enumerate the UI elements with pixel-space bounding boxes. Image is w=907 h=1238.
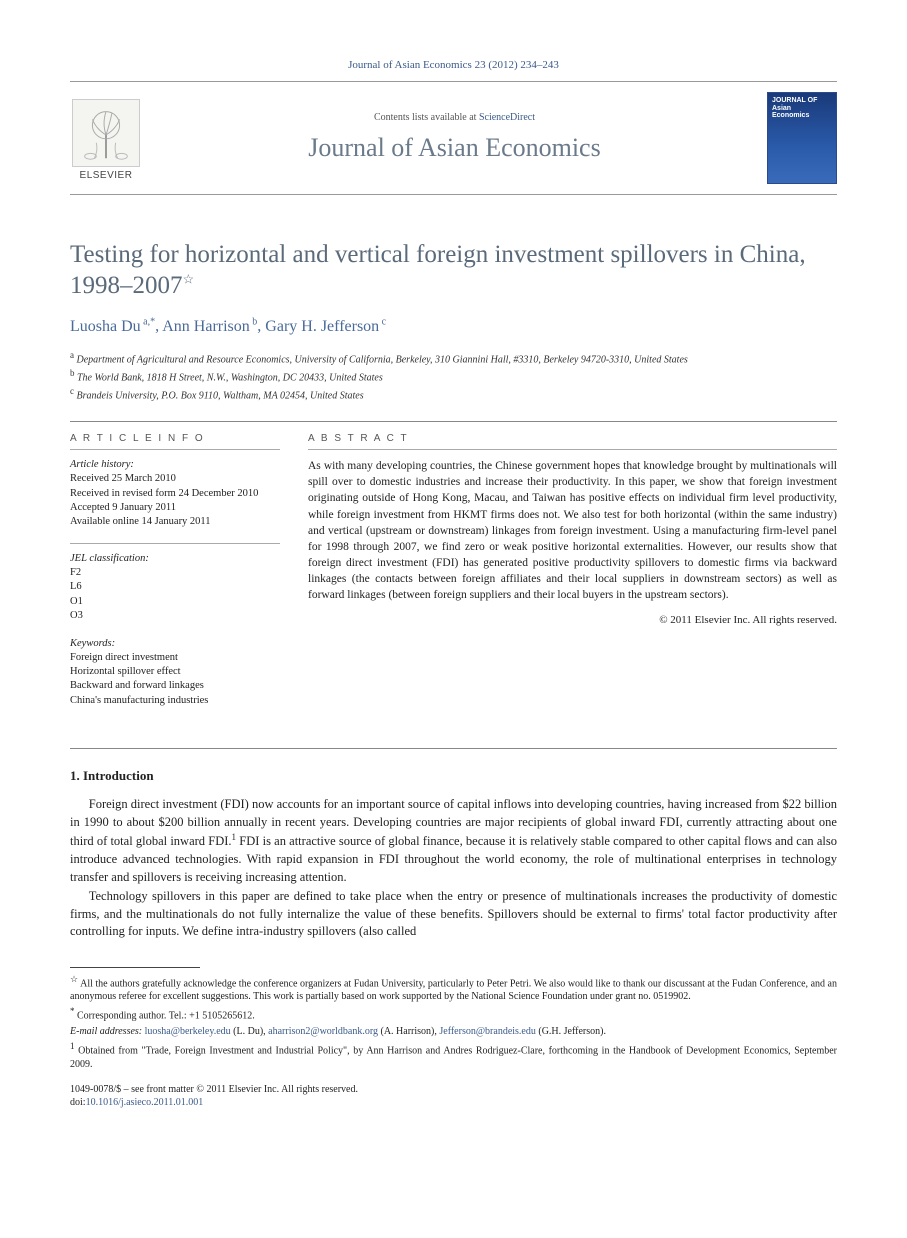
article-info-header: A R T I C L E I N F O [70,432,280,446]
jel-heading: JEL classification: [70,552,280,566]
doi-line: doi:10.1016/j.asieco.2011.01.001 [70,1096,837,1110]
sciencedirect-link[interactable]: ScienceDirect [479,112,535,123]
article-info: A R T I C L E I N F O Article history: R… [70,432,280,722]
keywords-block: Keywords: Foreign direct investment Hori… [70,637,280,708]
elsevier-tree-icon [72,99,140,167]
keywords-heading: Keywords: [70,637,280,651]
author-3: Gary H. Jefferson c [265,318,386,335]
author-name: Luosha Du [70,318,141,335]
author-email-link[interactable]: Jefferson@brandeis.edu [439,1026,536,1037]
footnote-corresponding: * Corresponding author. Tel.: +1 5105265… [70,1006,837,1022]
abstract-text: As with many developing countries, the C… [308,458,837,603]
affiliations: a Department of Agricultural and Resourc… [70,349,837,402]
jel-block: JEL classification: F2 L6 O1 O3 [70,552,280,623]
article-history: Article history: Received 25 March 2010 … [70,458,280,529]
footnote-text: Corresponding author. Tel.: +1 510526561… [77,1010,255,1021]
footnote-text: All the authors gratefully acknowledge t… [70,978,837,1002]
authors: Luosha Du a,*, Ann Harrison b, Gary H. J… [70,315,837,337]
author-email-link[interactable]: aharrison2@worldbank.org [268,1026,378,1037]
author-1: Luosha Du a,* [70,318,155,335]
intro-para-2: Technology spillovers in this paper are … [70,888,837,941]
journal-citation: Journal of Asian Economics 23 (2012) 234… [70,58,837,73]
history-online: Available online 14 January 2011 [70,515,280,529]
footnote-1: 1 Obtained from "Trade, Foreign Investme… [70,1041,837,1070]
cover-title: JOURNAL OF [772,97,832,105]
abstract-header: A B S T R A C T [308,432,837,446]
history-revised: Received in revised form 24 December 201… [70,487,280,501]
page: Journal of Asian Economics 23 (2012) 234… [0,0,907,1150]
publisher-logo[interactable]: ELSEVIER [70,93,142,183]
history-accepted: Accepted 9 January 2011 [70,501,280,515]
masthead-center: Contents lists available at ScienceDirec… [156,111,753,166]
doi-label: doi: [70,1097,86,1108]
contents-prefix: Contents lists available at [374,112,479,123]
cover-sub1: Asian [772,105,832,113]
cover-sub2: Economics [772,112,832,120]
jel-code: O1 [70,595,280,609]
history-heading: Article history: [70,458,280,472]
intro-para-1: Foreign direct investment (FDI) now acco… [70,796,837,886]
author-aff-sup: c [379,316,386,327]
abstract-column: A B S T R A C T As with many developing … [308,432,837,722]
author-2: Ann Harrison b [162,318,257,335]
info-abstract-row: A R T I C L E I N F O Article history: R… [70,432,837,722]
contents-lists-line: Contents lists available at ScienceDirec… [156,111,753,125]
bottom-meta: 1049-0078/$ – see front matter © 2011 El… [70,1083,837,1110]
author-name: Ann Harrison [162,318,250,335]
elsevier-wordmark: ELSEVIER [80,169,133,183]
full-divider [70,748,837,749]
jel-code: O3 [70,609,280,623]
article-title-text: Testing for horizontal and vertical fore… [70,241,806,299]
affiliation-c: c Brandeis University, P.O. Box 9110, Wa… [70,385,837,403]
keyword: China's manufacturing industries [70,694,280,708]
doi-link[interactable]: 10.1016/j.asieco.2011.01.001 [86,1097,204,1108]
footnote-mark-asterisk: * [70,1006,75,1016]
section-heading-intro: 1. Introduction [70,767,837,785]
author-name: Gary H. Jefferson [265,318,379,335]
footnote-mark-1: 1 [70,1041,75,1051]
keyword: Horizontal spillover effect [70,665,280,679]
front-matter-line: 1049-0078/$ – see front matter © 2011 El… [70,1083,837,1097]
divider [70,421,837,422]
author-aff-sup: a,* [141,316,155,327]
journal-name: Journal of Asian Economics [156,130,753,165]
jel-code: L6 [70,580,280,594]
footnote-mark-star: ☆ [70,974,78,984]
history-received: Received 25 March 2010 [70,472,280,486]
keyword: Backward and forward linkages [70,679,280,693]
article-title: Testing for horizontal and vertical fore… [70,239,837,302]
abstract-copyright: © 2011 Elsevier Inc. All rights reserved… [308,613,837,628]
author-email-link[interactable]: luosha@berkeley.edu [145,1026,231,1037]
footnote-acknowledgment: ☆ All the authors gratefully acknowledge… [70,974,837,1003]
journal-cover-thumb[interactable]: JOURNAL OF Asian Economics [767,92,837,184]
masthead: ELSEVIER Contents lists available at Sci… [70,81,837,195]
keyword: Foreign direct investment [70,651,280,665]
author-aff-sup: b [250,316,258,327]
affiliation-b: b The World Bank, 1818 H Street, N.W., W… [70,367,837,385]
email-label: E-mail addresses: [70,1026,145,1037]
footnote-emails: E-mail addresses: luosha@berkeley.edu (L… [70,1025,837,1038]
jel-code: F2 [70,566,280,580]
affiliation-a: a Department of Agricultural and Resourc… [70,349,837,367]
title-note-mark: ☆ [183,272,195,287]
footnotes-separator [70,967,200,968]
footnote-text: Obtained from "Trade, Foreign Investment… [70,1046,837,1070]
